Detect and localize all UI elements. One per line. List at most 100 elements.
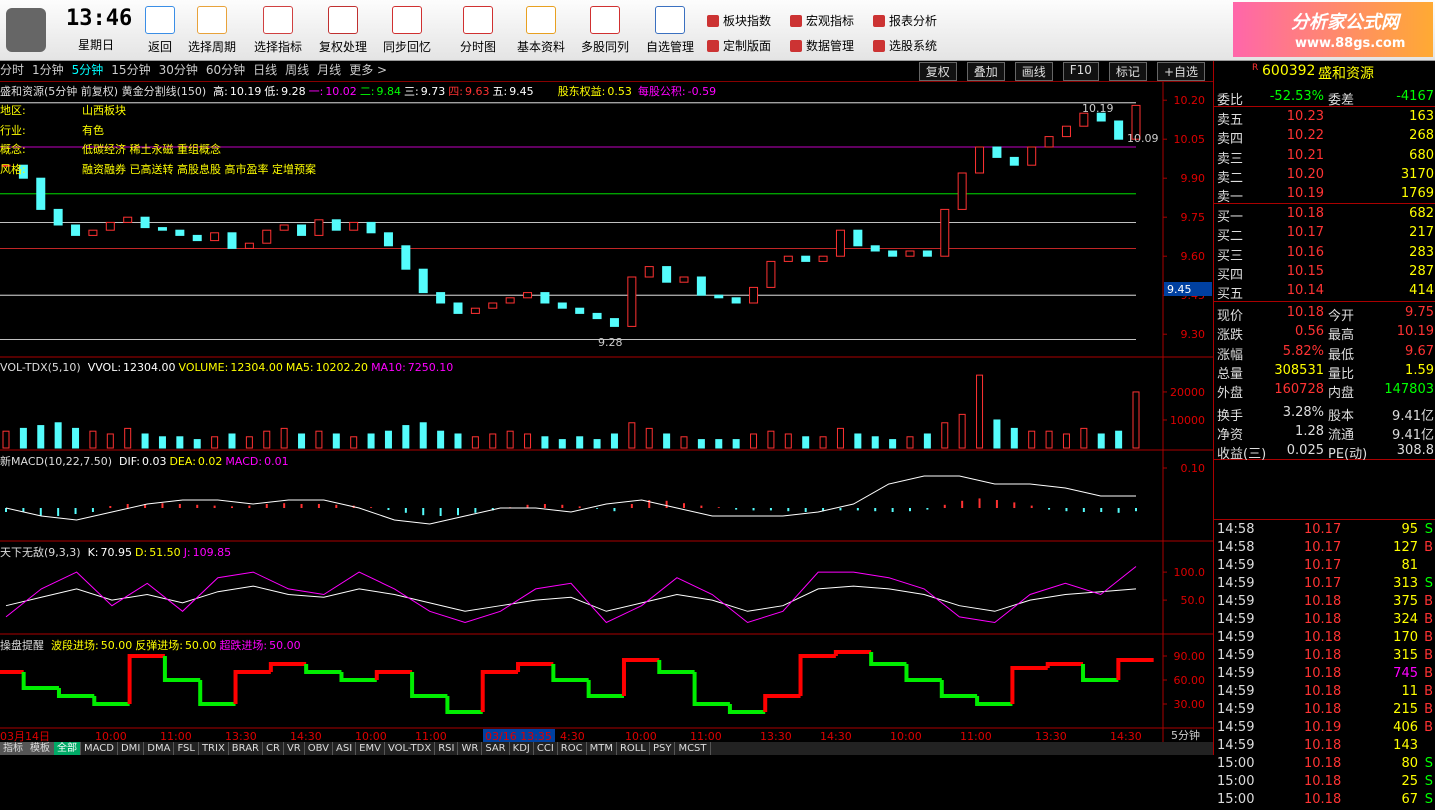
signal-step [374, 670, 413, 680]
menu-icon [790, 15, 802, 27]
candle [766, 260, 776, 288]
period-tab[interactable]: 15分钟 [111, 63, 151, 77]
indicator-tab[interactable]: PSY [650, 742, 676, 755]
signal-step [1045, 662, 1084, 668]
order-row: 买三 10.16 283 [1214, 244, 1435, 264]
toolbar-button[interactable]: 复权处理 [313, 4, 373, 55]
toolbar-label: 复权处理 [318, 40, 367, 54]
volume-bar [471, 436, 479, 449]
tool-button[interactable]: +自选 [1156, 62, 1205, 81]
period-tab[interactable]: 周线 [285, 63, 310, 77]
order-volume: 414 [1409, 283, 1434, 299]
menu-item[interactable]: 板块指数 [707, 12, 771, 29]
menu-item[interactable]: 宏观指标 [790, 12, 854, 29]
legend-value: 0.02 [197, 455, 223, 468]
toolbar-button[interactable]: 分时图 [448, 4, 508, 55]
toolbar-button[interactable]: 返回 [130, 4, 190, 55]
period-tab[interactable]: 5分钟 [71, 63, 104, 77]
order-row: 卖五 10.23 163 [1214, 108, 1435, 128]
indicator-tab[interactable]: TRIX [199, 742, 229, 755]
indicator-tab[interactable]: ASI [333, 742, 357, 755]
indicator-tab[interactable]: OBV [305, 742, 333, 755]
candle [88, 229, 98, 236]
signal-step [92, 696, 130, 706]
tool-button[interactable]: 画线 [1014, 62, 1053, 81]
y-tick-label: 10.20 [1174, 94, 1206, 107]
candle [1079, 112, 1089, 127]
toolbar-button[interactable]: 自选管理 [640, 4, 700, 55]
candle [331, 219, 341, 231]
volume-bar [1045, 430, 1053, 449]
volume-bar [645, 427, 653, 449]
period-tab[interactable]: 分时 [0, 63, 25, 77]
period-tab[interactable]: 日线 [253, 63, 278, 77]
indicator-tab[interactable]: CR [263, 742, 284, 755]
tool-button[interactable]: 复权 [918, 62, 957, 81]
indicator-tab[interactable]: MTM [587, 742, 617, 755]
tick-time: 14:58 [1217, 522, 1255, 537]
toolbar-button[interactable]: 选择周期 [182, 4, 242, 55]
tick-volume: 324 [1393, 612, 1418, 627]
profile-value: 融资融券 已高送转 高股息股 高市盈率 定增预案 [82, 162, 316, 176]
indicator-tab[interactable]: WR [458, 742, 483, 755]
order-volume: 163 [1409, 109, 1434, 124]
period-tab[interactable]: 1分钟 [32, 63, 64, 77]
y-tick-label: 9.60 [1181, 250, 1206, 263]
volume-bar [732, 439, 740, 449]
toolbar-button[interactable]: 同步回忆 [377, 4, 437, 55]
indicator-tab[interactable]: DMI [118, 742, 145, 755]
toolbar-button[interactable]: 多股同列 [575, 4, 635, 55]
indicator-tab[interactable]: 全部 [54, 742, 81, 755]
signal-step [975, 696, 1013, 706]
menu-item[interactable]: 数据管理 [790, 37, 854, 54]
volume-bar [941, 422, 949, 449]
period-tab[interactable]: 更多 > [349, 63, 388, 77]
indicator-tab[interactable]: BRAR [229, 742, 263, 755]
indicator-tab[interactable]: SAR [482, 742, 510, 755]
menu-item[interactable]: 定制版面 [707, 37, 771, 54]
volume-bar [332, 433, 340, 449]
signal-step [198, 680, 236, 706]
indicator-tab[interactable]: RSI [435, 742, 459, 755]
candle [975, 146, 985, 174]
order-row: 买四 10.15 287 [1214, 263, 1435, 283]
indicator-tab[interactable]: FSL [174, 742, 199, 755]
tick-volume: 80 [1401, 756, 1418, 771]
indicator-tab[interactable]: MACD [81, 742, 118, 755]
period-tab[interactable]: 30分钟 [158, 63, 198, 77]
indicator-tab[interactable]: DMA [144, 742, 175, 755]
legend-value: 50.00 [100, 639, 133, 652]
order-volume: 283 [1409, 244, 1434, 260]
indicator-tab[interactable]: ROLL [617, 742, 650, 755]
indicator-tab[interactable]: KDJ [510, 742, 534, 755]
indicator-tab[interactable]: 模板 [27, 742, 54, 755]
panel-divider [1214, 106, 1435, 107]
indicator-tab[interactable]: CCI [534, 742, 558, 755]
menu-item[interactable]: 报表分析 [873, 12, 937, 29]
period-tab[interactable]: 月线 [317, 63, 342, 77]
candle [922, 250, 932, 257]
tool-button[interactable]: F10 [1062, 62, 1099, 81]
tool-button[interactable]: 标记 [1108, 62, 1147, 81]
indicator-tab[interactable]: EMV [356, 742, 385, 755]
indicator-tab[interactable]: MCST [675, 742, 711, 755]
indicator-tab[interactable]: ROC [558, 742, 587, 755]
tool-button[interactable]: 叠加 [966, 62, 1005, 81]
order-volume: 680 [1409, 147, 1434, 163]
toolbar-button[interactable]: 选择指标 [248, 4, 308, 55]
quote-value: 9.67 [1405, 343, 1434, 359]
candle [123, 216, 133, 223]
toolbar-button[interactable]: 基本资料 [511, 4, 571, 55]
indicator-tab[interactable]: 指标 [0, 742, 27, 755]
volume-bar [489, 433, 497, 449]
tick-row: 14:59 10.18 745 B [1214, 665, 1435, 684]
candle [470, 307, 480, 314]
quote-label: 量比 [1328, 366, 1355, 382]
menu-item[interactable]: 选股系统 [873, 37, 937, 54]
indicator-tab[interactable]: VOL-TDX [385, 742, 436, 755]
volume-bar [106, 433, 114, 449]
period-tab[interactable]: 60分钟 [205, 63, 246, 77]
indicator-tab[interactable]: VR [284, 742, 305, 755]
candle [140, 216, 150, 229]
